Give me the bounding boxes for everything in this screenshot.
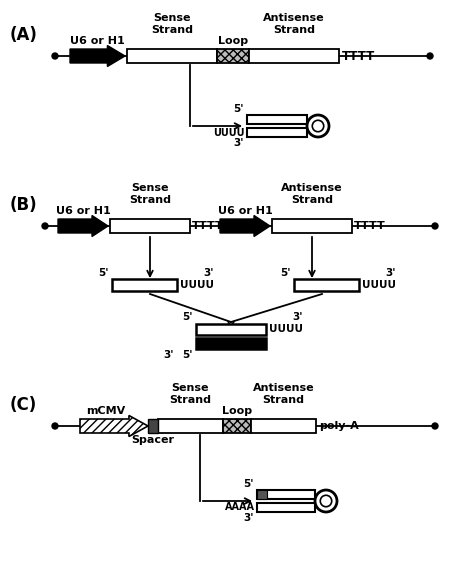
Text: 5': 5' [244, 479, 254, 489]
Text: Sense
Strand: Sense Strand [170, 383, 211, 405]
Text: UUUU: UUUU [180, 280, 214, 290]
Text: Antisense
Strand: Antisense Strand [263, 13, 325, 35]
Text: (C): (C) [10, 396, 37, 414]
Text: 3': 3' [234, 138, 244, 148]
Text: UUUU: UUUU [213, 128, 245, 138]
Circle shape [427, 53, 433, 59]
Bar [217, 49, 249, 63]
Text: 5': 5' [234, 104, 244, 114]
Bar [148, 419, 158, 433]
Text: TTTT: TTTT [192, 221, 224, 231]
Text: 3': 3' [292, 312, 302, 322]
Text: U6 or H1: U6 or H1 [218, 206, 273, 216]
Circle shape [315, 490, 337, 512]
Text: UUUU: UUUU [269, 324, 303, 334]
Text: U6 or H1: U6 or H1 [55, 206, 110, 216]
FancyArrow shape [80, 415, 148, 437]
Bar [110, 219, 190, 233]
Text: UUUU: UUUU [362, 280, 396, 290]
Bar [272, 219, 352, 233]
Text: 3': 3' [244, 513, 254, 523]
Text: 3': 3' [385, 268, 395, 278]
FancyArrow shape [220, 216, 270, 237]
Bar [196, 338, 266, 349]
Bar [247, 128, 307, 137]
Text: Loop: Loop [222, 406, 252, 416]
Text: 5': 5' [182, 349, 193, 359]
Text: Antisense
Strand: Antisense Strand [253, 383, 314, 405]
FancyArrow shape [70, 46, 125, 66]
Circle shape [42, 223, 48, 229]
Circle shape [432, 423, 438, 429]
Text: 5': 5' [281, 268, 291, 278]
Text: 3': 3' [164, 349, 174, 359]
Bar [294, 279, 359, 291]
Text: UUUU: UUUU [198, 338, 232, 348]
Text: AAAA: AAAA [225, 503, 255, 513]
Text: 3': 3' [203, 268, 213, 278]
Bar [257, 503, 315, 512]
Text: Sense
Strand: Sense Strand [129, 183, 171, 205]
FancyArrow shape [58, 216, 108, 237]
Bar [257, 490, 267, 499]
Bar [249, 49, 339, 63]
Circle shape [307, 115, 329, 137]
Text: (B): (B) [10, 196, 37, 214]
Circle shape [432, 223, 438, 229]
Text: Sense
Strand: Sense Strand [151, 13, 193, 35]
Text: mCMV: mCMV [86, 406, 126, 416]
Text: (A): (A) [10, 26, 38, 44]
Text: poly-A: poly-A [319, 421, 359, 431]
Bar [127, 49, 217, 63]
Text: 5': 5' [182, 312, 193, 322]
Circle shape [52, 423, 58, 429]
Bar [257, 490, 315, 499]
Text: Spacer: Spacer [131, 435, 174, 445]
Text: TTTT: TTTT [354, 221, 386, 231]
Bar [247, 115, 307, 124]
Circle shape [52, 53, 58, 59]
Bar [112, 279, 177, 291]
Text: TTTT: TTTT [342, 49, 375, 63]
Bar [251, 419, 316, 433]
Text: Loop: Loop [218, 36, 248, 46]
Bar [223, 419, 251, 433]
Circle shape [312, 120, 324, 132]
Text: 5': 5' [99, 268, 109, 278]
Circle shape [320, 495, 332, 507]
Text: Antisense
Strand: Antisense Strand [281, 183, 343, 205]
Text: U6 or H1: U6 or H1 [70, 36, 125, 46]
Bar [196, 323, 266, 335]
Bar [158, 419, 223, 433]
